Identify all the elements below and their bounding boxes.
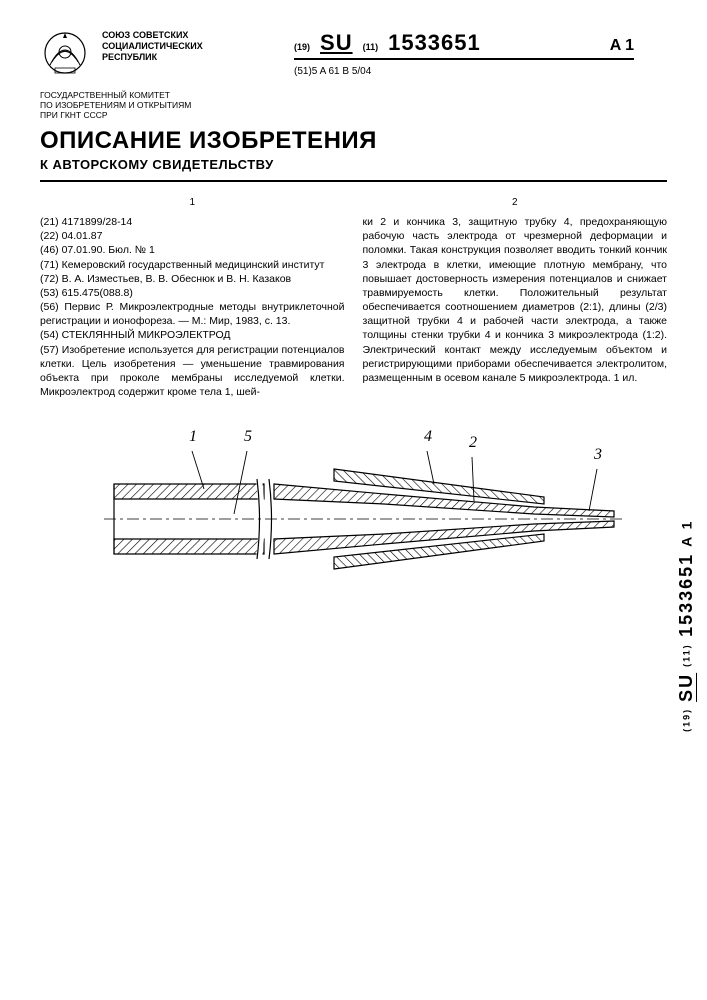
prefix-11: (11): [363, 42, 379, 52]
state-emblem: [40, 30, 90, 80]
ipc-classification: (51)5 A 61 B 5/04: [294, 66, 667, 77]
svg-text:3: 3: [593, 446, 602, 463]
svg-text:4: 4: [424, 429, 432, 445]
svg-text:1: 1: [189, 429, 197, 445]
side-prefix-11: (11): [682, 643, 692, 667]
header-row: СОЮЗ СОВЕТСКИХ СОЦИАЛИСТИЧЕСКИХ РЕСПУБЛИ…: [40, 30, 667, 80]
column-number-2: 2: [363, 196, 668, 210]
svg-text:2: 2: [469, 434, 477, 451]
side-patent-code: (19) SU (11) 1533651 A 1: [676, 520, 697, 732]
document-title: ОПИСАНИЕ ИЗОБРЕТЕНИЯ: [40, 127, 667, 155]
column-left-body: (21) 4171899/28-14 (22) 04.01.87 (46) 07…: [40, 215, 345, 399]
patent-number: 1533651: [388, 30, 481, 56]
column-right: 2 ки 2 и кончика 3, защитную трубку 4, п…: [363, 196, 668, 400]
patent-code-line: (19) SU (11) 1533651 A 1: [294, 30, 634, 60]
side-number: 1533651: [676, 553, 697, 637]
divider-rule: [40, 180, 667, 182]
side-suffix: A 1: [679, 520, 695, 547]
column-right-body: ки 2 и кончика 3, защитную трубку 4, пре…: [363, 215, 668, 385]
side-country: SU: [676, 673, 697, 702]
text-columns: 1 (21) 4171899/28-14 (22) 04.01.87 (46) …: [40, 196, 667, 400]
country-code: SU: [320, 30, 353, 56]
column-number-1: 1: [40, 196, 345, 210]
patent-suffix: A 1: [610, 37, 634, 55]
committee-text: ГОСУДАРСТВЕННЫЙ КОМИТЕТ ПО ИЗОБРЕТЕНИЯМ …: [40, 90, 667, 121]
column-left: 1 (21) 4171899/28-14 (22) 04.01.87 (46) …: [40, 196, 345, 400]
svg-text:5: 5: [244, 429, 252, 445]
prefix-19: (19): [294, 42, 310, 52]
side-prefix-19: (19): [682, 708, 692, 732]
patent-figure: 1 5 4 2 3: [40, 429, 667, 604]
document-subtitle: К АВТОРСКОМУ СВИДЕТЕЛЬСТВУ: [40, 157, 667, 172]
issuer-text: СОЮЗ СОВЕТСКИХ СОЦИАЛИСТИЧЕСКИХ РЕСПУБЛИ…: [102, 30, 242, 62]
patent-code-block: (19) SU (11) 1533651 A 1 (51)5 A 61 B 5/…: [254, 30, 667, 77]
